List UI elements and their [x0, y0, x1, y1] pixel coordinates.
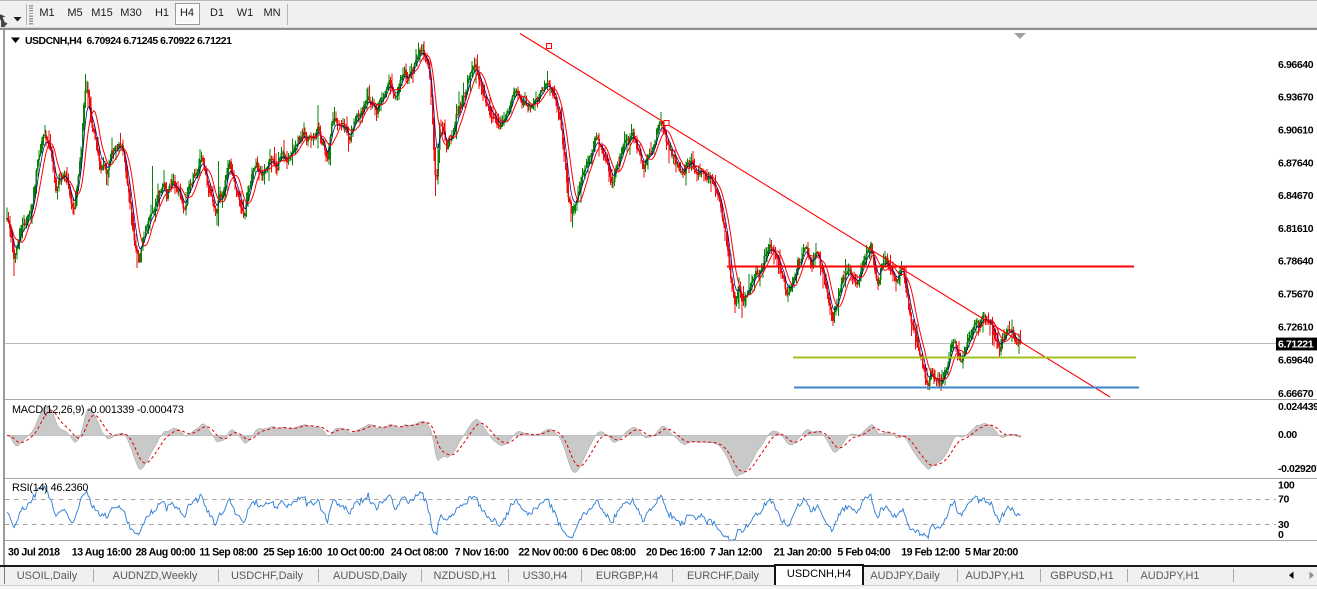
svg-text:6.81610: 6.81610	[1278, 223, 1314, 235]
svg-text:100: 100	[1278, 480, 1295, 492]
svg-text:6.78640: 6.78640	[1278, 256, 1314, 268]
svg-text:11 Sep 08:00: 11 Sep 08:00	[199, 547, 258, 559]
svg-text:RSI(14) 46.2360: RSI(14) 46.2360	[12, 482, 88, 494]
svg-text:6.93670: 6.93670	[1278, 92, 1314, 104]
svg-text:0.00: 0.00	[1278, 429, 1297, 441]
svg-text:5 Feb 04:00: 5 Feb 04:00	[837, 547, 890, 559]
svg-text:6.75670: 6.75670	[1278, 289, 1314, 301]
svg-text:30: 30	[1278, 519, 1289, 531]
svg-text:USDCNH,H4 6.70924 6.71245 6.7: USDCNH,H4 6.70924 6.71245 6.70922 6.7122…	[25, 36, 232, 47]
svg-text:20 Dec 16:00: 20 Dec 16:00	[646, 547, 705, 559]
svg-text:5 Mar 20:00: 5 Mar 20:00	[965, 547, 1018, 559]
svg-text:22 Nov 00:00: 22 Nov 00:00	[518, 547, 578, 559]
svg-text:7 Jan 12:00: 7 Jan 12:00	[710, 547, 763, 559]
svg-text:6 Dec 08:00: 6 Dec 08:00	[582, 547, 636, 559]
svg-text:6.84670: 6.84670	[1278, 190, 1314, 202]
svg-text:10 Oct 00:00: 10 Oct 00:00	[327, 547, 385, 559]
svg-text:21 Jan 20:00: 21 Jan 20:00	[774, 547, 832, 559]
svg-text:0: 0	[1278, 529, 1284, 541]
svg-text:7 Nov 16:00: 7 Nov 16:00	[455, 547, 509, 559]
svg-text:0.024439: 0.024439	[1278, 401, 1317, 413]
svg-text:28 Aug 00:00: 28 Aug 00:00	[136, 547, 196, 559]
svg-text:6.69640: 6.69640	[1278, 355, 1314, 367]
svg-text:70: 70	[1278, 494, 1289, 506]
svg-text:-0.029207: -0.029207	[1278, 463, 1317, 475]
svg-text:6.96640: 6.96640	[1278, 59, 1314, 71]
svg-text:MACD(12,26,9) -0.001339 -0.000: MACD(12,26,9) -0.001339 -0.000473	[12, 404, 184, 416]
svg-text:6.71221: 6.71221	[1278, 339, 1314, 351]
svg-text:19 Feb 12:00: 19 Feb 12:00	[901, 547, 960, 559]
svg-text:13 Aug 16:00: 13 Aug 16:00	[72, 547, 132, 559]
svg-text:6.66670: 6.66670	[1278, 388, 1314, 400]
svg-text:6.72610: 6.72610	[1278, 321, 1314, 333]
svg-text:6.87640: 6.87640	[1278, 157, 1314, 169]
svg-text:30 Jul 2018: 30 Jul 2018	[8, 547, 60, 559]
svg-text:25 Sep 16:00: 25 Sep 16:00	[263, 547, 322, 559]
svg-text:6.90610: 6.90610	[1278, 125, 1314, 137]
svg-text:24 Oct 08:00: 24 Oct 08:00	[391, 547, 449, 559]
